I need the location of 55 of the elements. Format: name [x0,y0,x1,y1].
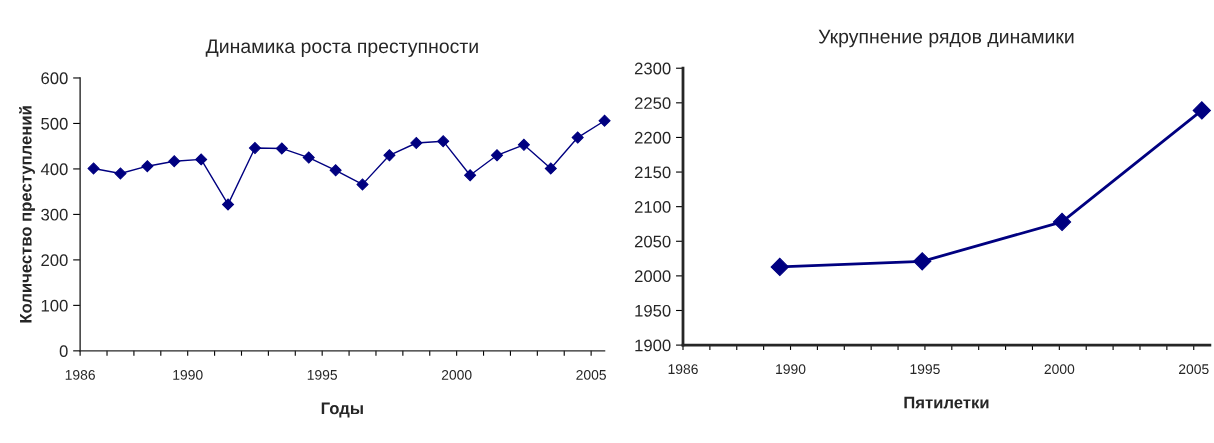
point [490,149,504,162]
y-tick-label: 100 [41,299,68,312]
point [410,136,423,150]
point [222,198,235,211]
point [571,131,584,144]
point [168,155,181,168]
x-tick-label: 2000 [441,369,472,380]
x-tick-label: 2000 [1044,364,1075,375]
point [1192,101,1211,120]
chart-title: Динамика роста преступности [205,39,478,57]
point [383,149,396,162]
point [329,164,342,177]
x-tick-label: 1986 [668,364,698,375]
point [114,167,127,180]
y-tick-label: 2300 [634,62,671,75]
y-tick-label: 1900 [635,339,671,352]
point [1052,212,1072,232]
x-tick-label: 1995 [910,364,940,375]
point [87,162,100,175]
y-tick-label: 2200 [634,131,671,144]
point [302,151,315,164]
point [544,162,557,175]
point [437,135,450,148]
y-tick-label: 600 [41,72,68,85]
x-axis-title: Годы [321,402,363,418]
x-axis-title: Пятилетки [904,396,989,409]
point [275,142,288,155]
x-tick-label: 1995 [307,369,338,380]
y-tick-label: 1950 [635,304,671,317]
point [141,160,154,173]
y-axis-title: Количество преступлений [19,106,35,323]
y-tick-label: 0 [59,345,68,358]
x-tick-label: 1986 [65,369,95,380]
y-tick-label: 2000 [634,270,671,283]
y-tick-label: 2050 [634,235,671,248]
y-tick-label: 2250 [634,97,671,110]
y-tick-label: 2150 [634,166,671,179]
y-tick-label: 300 [41,208,68,221]
x-tick-label: 2005 [1179,364,1209,375]
point [464,169,477,182]
point [770,257,789,277]
point [248,141,261,155]
y-tick-label: 400 [40,163,68,176]
point [913,252,932,271]
y-tick-label: 500 [41,117,68,130]
point [517,138,530,151]
point [195,153,208,166]
point [356,178,369,191]
y-tick-label: 200 [41,254,68,267]
y-tick-label: 2100 [634,201,671,213]
x-tick-label: 1990 [173,369,203,380]
x-tick-label: 1990 [776,364,806,375]
point [598,114,611,127]
chart-title: Укрупнение рядов динамики [818,29,1074,48]
x-tick-label: 2005 [576,369,606,380]
